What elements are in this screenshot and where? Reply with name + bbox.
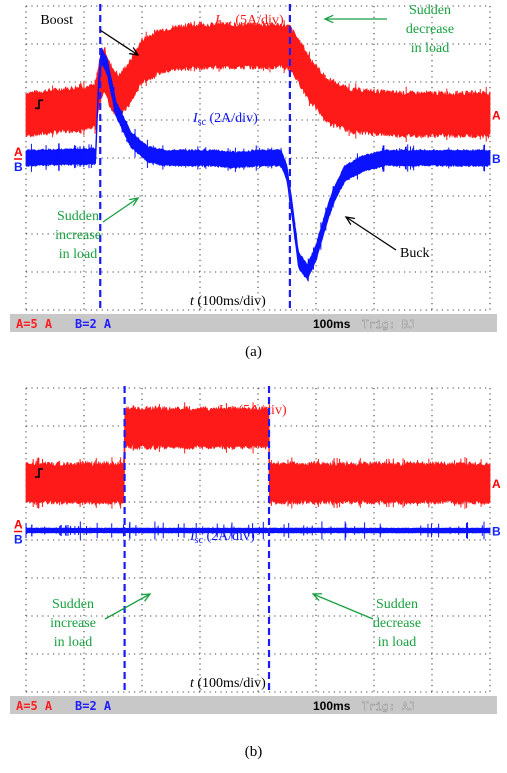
annotation-arrow [345, 216, 397, 251]
channel-marker-a: A [492, 108, 501, 122]
series-i-bat [25, 402, 491, 509]
scope-panel-b: A Ibat (5A/div) B Isc (2A/div) A B Sudden incre… [0, 382, 507, 722]
left-channel-markers: AB [14, 145, 23, 174]
annotation: Boost [40, 13, 140, 56]
series-label-i-bat: Ibat (5A/div) [217, 403, 287, 420]
left-marker-a: A [14, 145, 23, 159]
series-label-i-sc: Isc (2A/div) [192, 111, 258, 128]
annotation: Sudden decrease in load [311, 593, 421, 650]
annotation-text: in load [54, 635, 93, 650]
scope-status-bar: A=5 A B=2 A 100ms Trig: BJ [10, 314, 497, 332]
x-axis-label: t (100ms/div) [190, 294, 266, 309]
annotation-text: decrease [373, 616, 421, 631]
annotation: Sudden decrease in load [323, 3, 454, 56]
caption-b: (b) [244, 744, 263, 760]
annotation-text: Sudden [376, 597, 418, 612]
annotation-text: in load [59, 247, 98, 262]
channel-marker-b: B [492, 152, 501, 166]
status-bar-bg [10, 314, 497, 332]
channel-a-scale: A=5 A [16, 699, 53, 713]
annotation-text: Buck [400, 246, 430, 261]
arrow-head [311, 593, 323, 601]
annotation-arrow [99, 29, 139, 56]
left-channel-markers: AB [14, 518, 23, 547]
status-bar-bg [10, 696, 497, 714]
scope-panel-a: A Ibat (5A/div) B Isc (2A/div) A B Boost Sudden… [0, 0, 507, 340]
annotation-text: Sudden [409, 3, 451, 18]
timebase-readout: 100ms [313, 317, 351, 331]
annotation-text: in load [378, 635, 417, 650]
trigger-icon [35, 468, 43, 478]
annotation: Sudden increase in load [55, 197, 140, 262]
trigger-readout: Trig: AJ [362, 700, 415, 713]
arrow-head [129, 197, 140, 207]
annotation: Sudden increase in load [50, 593, 152, 650]
left-marker-a: A [14, 518, 23, 532]
scope-grid [25, 387, 491, 693]
channel-marker-a: A [492, 477, 501, 491]
series-i-sc [25, 521, 491, 540]
series-label-i-sc: Isc (2A/div) [189, 529, 255, 546]
arrow-head [140, 593, 152, 602]
annotation-text: Sudden [52, 597, 94, 612]
annotation-arrow [312, 593, 374, 620]
annotation-text: in load [411, 41, 450, 56]
left-marker-b: B [14, 533, 23, 547]
scope-status-bar: A=5 A B=2 A 100ms Trig: AJ [10, 696, 497, 714]
series-i-bat [25, 19, 491, 142]
left-marker-b: B [14, 160, 23, 174]
arrow-head [344, 216, 355, 225]
caption-a: (a) [245, 344, 262, 360]
arrow-head [129, 47, 140, 56]
channel-b-scale: B=2 A [75, 699, 112, 713]
x-axis-label: t (100ms/div) [190, 676, 266, 691]
timebase-readout: 100ms [313, 699, 351, 713]
series-band [25, 47, 491, 282]
annotation-text: decrease [406, 22, 454, 37]
annotation-text: Sudden [57, 209, 99, 224]
annotation: Buck [344, 216, 430, 261]
annotation-text: Boost [40, 13, 73, 28]
arrow-head [323, 14, 334, 24]
series-band [25, 405, 491, 506]
trigger-icon [35, 99, 43, 110]
annotation-text: increase [50, 616, 96, 631]
channel-marker-b: B [492, 525, 501, 539]
annotation-arrow [104, 593, 151, 620]
annotation-arrow [102, 197, 139, 223]
series-label-i-bat: Ibat (5A/div) [214, 13, 284, 30]
annotation-text: increase [55, 228, 101, 243]
trigger-readout: Trig: BJ [362, 318, 415, 331]
channel-a-scale: A=5 A [16, 317, 53, 331]
channel-b-scale: B=2 A [75, 317, 112, 331]
